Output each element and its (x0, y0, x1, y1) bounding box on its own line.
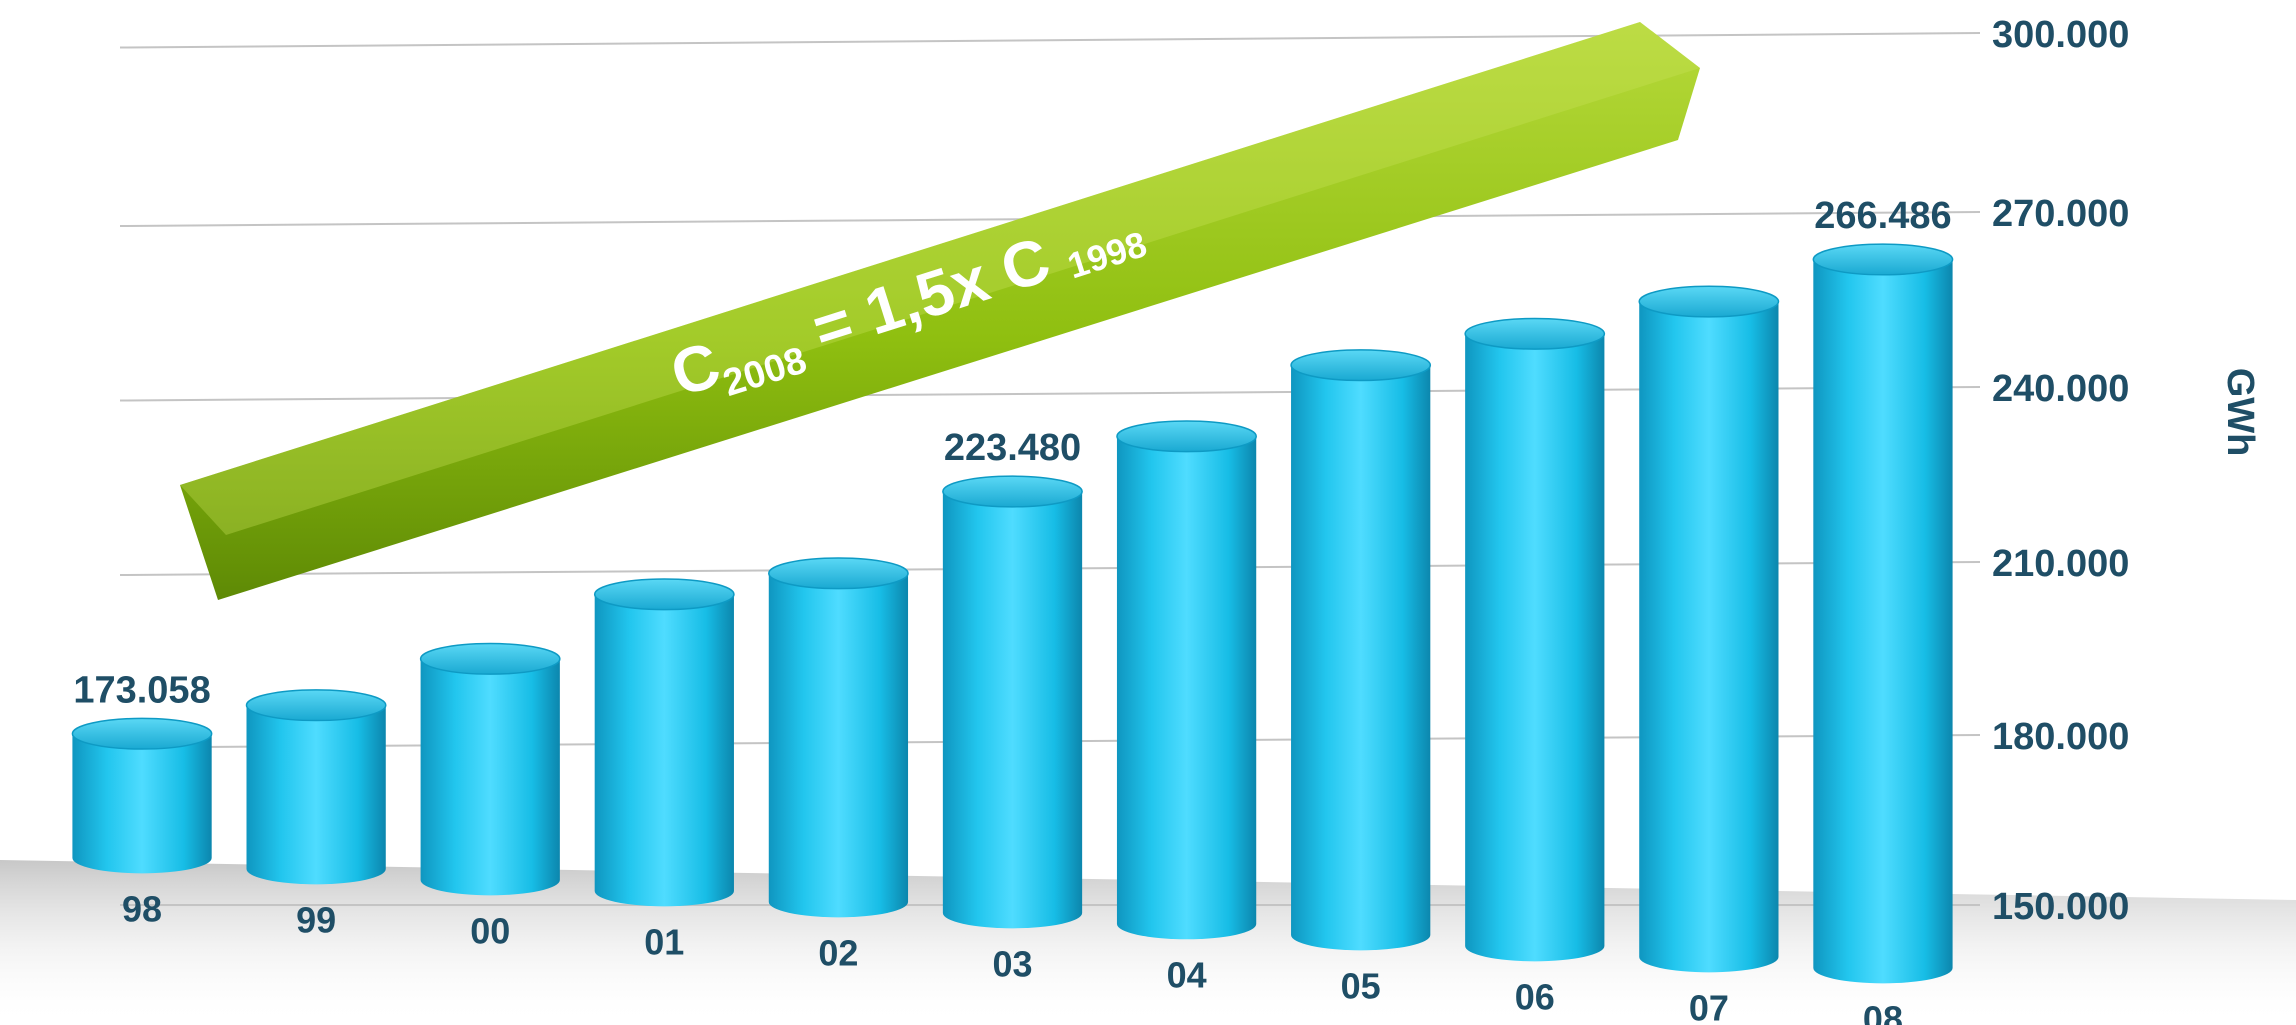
x-tick-label: 08 (1863, 998, 1903, 1025)
bar (1812, 243, 1954, 984)
bar (71, 717, 213, 874)
bar (245, 689, 387, 885)
x-tick-label: 05 (1341, 965, 1381, 1006)
bar (419, 642, 561, 896)
category-labels: 98 99 00 01 02 03 04 05 06 07 08 (122, 888, 1903, 1025)
bar (768, 557, 909, 918)
x-tick-label: 03 (992, 943, 1032, 984)
bar (942, 475, 1083, 929)
y-tick-label: 180.000 (1992, 716, 2129, 758)
gridline (119, 32, 1981, 49)
bar (1464, 317, 1606, 962)
y-tick-label: 240.000 (1992, 368, 2129, 410)
x-tick-label: 06 (1515, 976, 1555, 1017)
x-tick-label: 04 (1167, 954, 1207, 995)
y-tick-label: 270.000 (1992, 193, 2129, 235)
x-tick-label: 07 (1689, 987, 1729, 1025)
y-tick-label: 300.000 (1992, 14, 2129, 56)
bars (71, 243, 1954, 984)
x-tick-label: 01 (644, 921, 684, 962)
data-labels: 173.058 223.480 266.486 (73, 195, 1951, 711)
x-tick-label: 98 (122, 888, 162, 929)
data-label: 266.486 (1814, 195, 1951, 237)
x-tick-label: 02 (818, 932, 858, 973)
bar (1116, 420, 1257, 940)
data-label: 223.480 (944, 427, 1081, 469)
data-label: 173.058 (73, 669, 210, 711)
bar (1290, 349, 1432, 951)
y-tick-label: 210.000 (1992, 543, 2129, 585)
y-axis-label: GWh (2219, 368, 2261, 457)
y-tick-labels: 150.000 180.000 210.000 240.000 270.000 300.0… (1992, 14, 2129, 928)
bar (1638, 285, 1780, 973)
x-tick-label: 00 (470, 910, 510, 951)
bar (593, 578, 735, 907)
x-tick-label: 99 (296, 899, 336, 940)
y-tick-label: 150.000 (1992, 886, 2129, 928)
